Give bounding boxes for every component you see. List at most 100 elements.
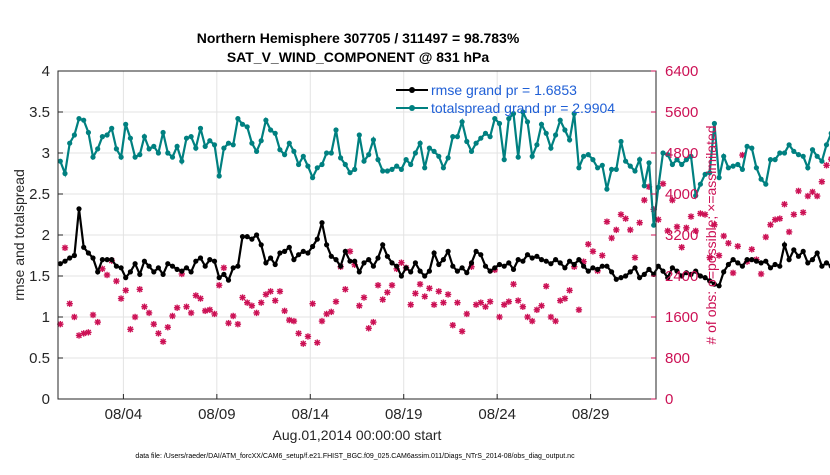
totalspread-point <box>375 157 381 163</box>
obs-stroke <box>281 307 288 314</box>
totalspread-point <box>127 135 133 141</box>
rmse-point <box>342 248 348 254</box>
obs-point <box>99 265 106 273</box>
totalspread-point <box>183 135 190 141</box>
rmse-point <box>571 261 577 268</box>
totalspread-point <box>291 148 297 154</box>
totalspread-point <box>767 157 774 163</box>
rmse-point <box>819 263 825 269</box>
totalspread-point <box>272 130 278 136</box>
obs-point <box>435 288 442 295</box>
obs-point <box>659 180 667 187</box>
obs-point <box>561 295 569 302</box>
obs-stroke <box>641 197 648 204</box>
rmse-point <box>496 261 503 268</box>
obs-point <box>641 196 648 204</box>
obs-point <box>374 282 382 289</box>
totalspread-point <box>669 161 676 168</box>
obs-stroke <box>314 339 321 346</box>
totalspread-point <box>492 116 498 122</box>
obs-point <box>790 211 798 218</box>
rmse-point <box>146 263 152 269</box>
x-axis-label: Aug.01,2014 00:00:00 start <box>273 427 442 443</box>
totalspread-point <box>725 165 732 171</box>
obs-stroke <box>291 318 297 324</box>
totalspread-point <box>310 175 316 181</box>
obs-stroke <box>697 210 704 217</box>
left-tick-label: 0.5 <box>29 350 50 367</box>
rmse-point <box>141 258 147 264</box>
totalspread-point <box>95 146 101 152</box>
obs-stroke <box>660 180 666 187</box>
obs-stroke <box>482 303 489 310</box>
totalspread-point <box>436 153 442 159</box>
obs-point <box>127 326 134 333</box>
obs-stroke <box>431 301 437 308</box>
obs-stroke <box>300 340 307 347</box>
legend-rmse-label: rmse grand pr = 1.6853 <box>431 82 577 98</box>
rmse-point <box>132 261 138 267</box>
obs-point <box>346 248 354 255</box>
obs-stroke <box>576 306 582 313</box>
obs-stroke <box>547 314 554 320</box>
rmse-point <box>548 261 554 267</box>
totalspread-point <box>613 166 619 172</box>
obs-stroke <box>426 285 433 292</box>
obs-stroke <box>454 299 461 306</box>
legend-rmse-marker <box>409 87 415 93</box>
totalspread-point <box>104 132 110 138</box>
obs-point <box>356 302 363 309</box>
obs-stroke <box>225 320 232 327</box>
legend: rmse grand pr = 1.6853 totalspread grand… <box>396 82 615 116</box>
totalspread-point <box>239 121 246 127</box>
obs-point <box>318 317 326 325</box>
obs-point <box>332 298 340 305</box>
obs-stroke <box>421 293 428 300</box>
obs-point <box>342 286 349 293</box>
obs-stroke <box>533 306 540 313</box>
rmse-point <box>599 263 605 269</box>
obs-point <box>613 226 620 234</box>
obs-point <box>585 241 592 248</box>
totalspread-point <box>534 142 540 148</box>
rmse-point <box>450 263 456 269</box>
obs-point <box>729 269 737 277</box>
rmse-point <box>398 273 404 279</box>
rmse-point <box>403 265 409 271</box>
obs-point <box>379 296 386 303</box>
obs-stroke <box>720 233 727 239</box>
totalspread-point <box>277 147 283 153</box>
chart-title-line2: SAT_V_WIND_COMPONENT @ 831 hPa <box>227 49 490 65</box>
rmse-point <box>454 268 460 274</box>
obs-stroke <box>127 326 134 333</box>
rmse-point <box>538 257 545 263</box>
rmse-point <box>613 276 619 282</box>
obs-point <box>622 215 629 222</box>
rmse-point <box>693 268 699 274</box>
rmse-point <box>57 261 63 267</box>
x-tick-label: 08/04 <box>105 406 143 423</box>
rmse-point <box>730 257 736 263</box>
rmse-point <box>296 252 302 258</box>
obs-point <box>384 289 391 296</box>
obs-stroke <box>136 286 143 293</box>
obs-point <box>514 297 522 304</box>
rmse-point <box>506 260 512 266</box>
totalspread-point <box>258 138 264 144</box>
rmse-point <box>711 281 718 287</box>
totalspread-point <box>412 150 418 156</box>
rmse-point <box>501 263 507 269</box>
totalspread-point <box>300 153 306 159</box>
obs-point <box>785 228 793 236</box>
chart-title-line1: Northern Hemisphere 307705 / 311497 = 98… <box>197 30 520 46</box>
rmse-point <box>725 261 732 268</box>
obs-stroke <box>57 321 64 328</box>
obs-point <box>767 221 774 228</box>
rmse-point <box>510 266 517 272</box>
totalspread-point <box>515 154 521 160</box>
obs-stroke <box>435 288 442 295</box>
totalspread-point <box>263 117 269 123</box>
totalspread-point <box>487 134 493 140</box>
rmse-point <box>123 275 129 281</box>
rmse-point <box>562 265 568 271</box>
